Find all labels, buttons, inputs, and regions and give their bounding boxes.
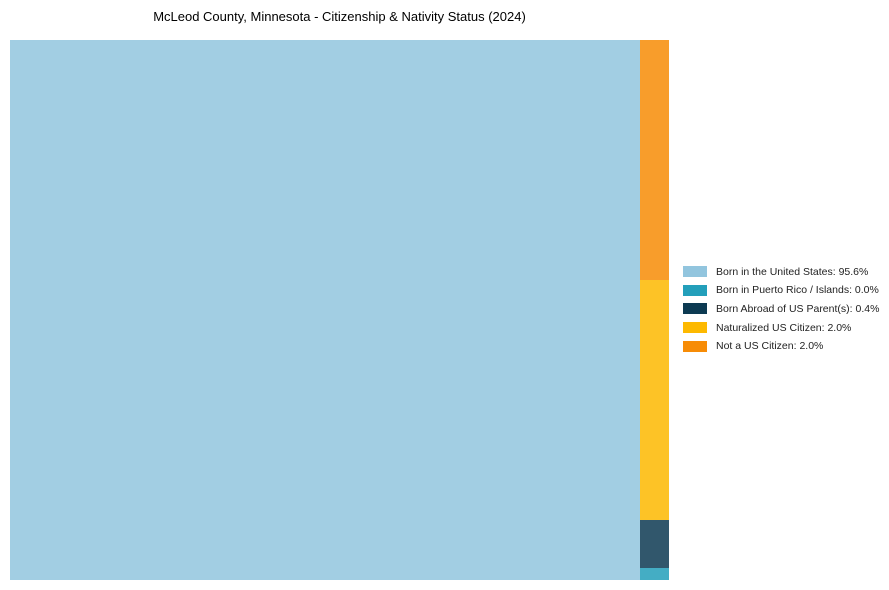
legend-label: Naturalized US Citizen: 2.0% bbox=[716, 321, 852, 334]
legend-item-born-in-puerto-rico-islands[interactable]: Born in Puerto Rico / Islands: 0.0% bbox=[683, 284, 879, 297]
legend-swatch-icon bbox=[683, 322, 707, 334]
legend-label: Not a US Citizen: 2.0% bbox=[716, 340, 824, 353]
legend-label: Born Abroad of US Parent(s): 0.4% bbox=[716, 302, 880, 315]
legend-item-born-in-the-united-states[interactable]: Born in the United States: 95.6% bbox=[683, 265, 879, 278]
treemap-cell-born-in-the-united-states[interactable] bbox=[10, 40, 640, 580]
legend-swatch-icon bbox=[683, 266, 707, 277]
legend-swatch-icon bbox=[683, 303, 707, 315]
legend: Born in the United States: 95.6% Born in … bbox=[683, 266, 879, 359]
treemap-column bbox=[640, 40, 669, 580]
legend-swatch-icon bbox=[683, 340, 707, 352]
treemap-cell-born-in-puerto-rico-islands[interactable] bbox=[640, 568, 669, 580]
legend-label: Born in Puerto Rico / Islands: 0.0% bbox=[716, 284, 879, 297]
legend-item-not-a-us-citizen[interactable]: Not a US Citizen: 2.0% bbox=[683, 340, 879, 353]
legend-item-born-abroad-of-us-parent-s[interactable]: Born Abroad of US Parent(s): 0.4% bbox=[683, 302, 880, 315]
treemap-cell-not-a-us-citizen[interactable] bbox=[640, 40, 669, 280]
chart-title: McLeod County, Minnesota - Citizenship &… bbox=[153, 9, 526, 24]
legend-label: Born in the United States: 95.6% bbox=[716, 265, 869, 278]
treemap bbox=[10, 40, 669, 580]
treemap-cell-born-abroad-of-us-parent-s[interactable] bbox=[640, 520, 669, 568]
treemap-cell-naturalized-us-citizen[interactable] bbox=[640, 280, 669, 520]
legend-item-naturalized-us-citizen[interactable]: Naturalized US Citizen: 2.0% bbox=[683, 321, 879, 334]
legend-swatch-icon bbox=[683, 284, 707, 296]
